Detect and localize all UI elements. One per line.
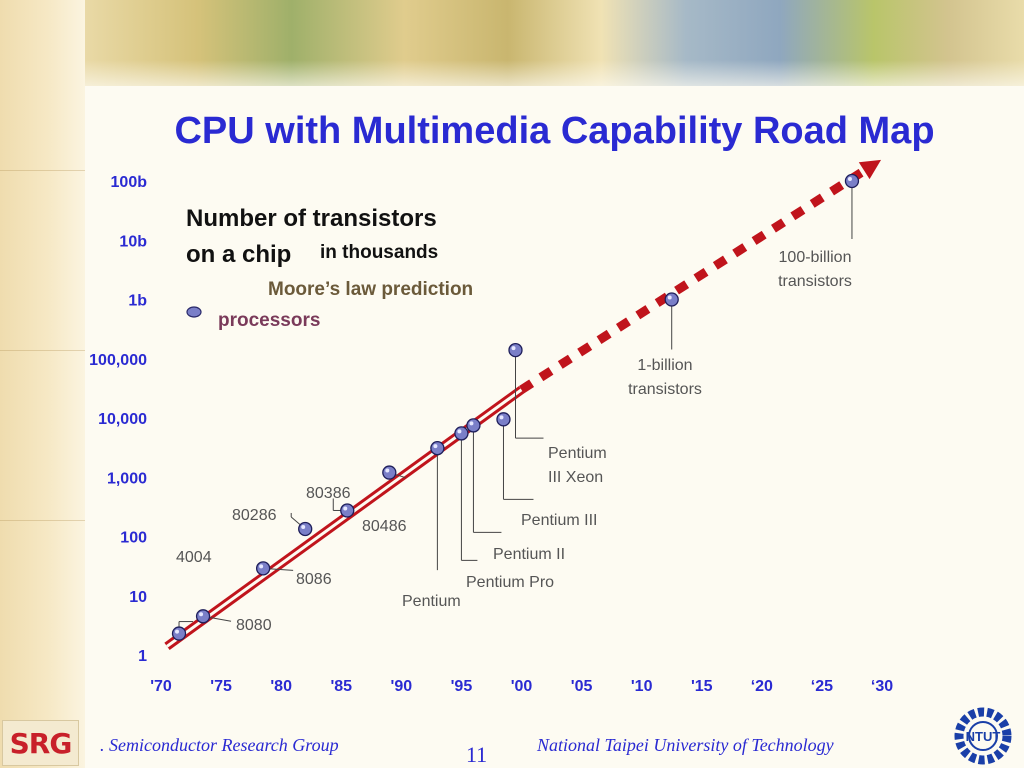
y-axis-tick-labels: 1 10 100 1,000 10,000 100,000 1b 10b 100b	[89, 174, 147, 665]
legend-processors-label: processors	[218, 310, 320, 331]
x-tick-label: '70	[150, 678, 172, 695]
ntut-logo-text: NTUT	[966, 729, 1001, 744]
trend-arrowhead	[858, 159, 882, 180]
x-tick-label: '15	[691, 678, 713, 695]
y-tick-label: 1	[138, 648, 147, 665]
data-point-pentium-ii	[466, 418, 481, 433]
x-tick-label: '85	[330, 678, 352, 695]
point-label-line: transistors	[628, 381, 702, 398]
y-tick-label: 100b	[111, 174, 148, 191]
srg-logo-text: SRG	[9, 726, 73, 760]
data-point-highlight	[667, 295, 672, 300]
data-point-highlight	[499, 415, 504, 420]
y-tick-label: 100	[120, 530, 147, 547]
point-label-line: Pentium	[548, 445, 607, 462]
data-point-highlight	[457, 429, 462, 434]
y-tick-label: 100,000	[89, 352, 147, 369]
y-tick-label: 1,000	[107, 470, 147, 487]
data-point-pentium-iii-xeon	[508, 342, 523, 358]
data-point-highlight	[259, 564, 264, 569]
data-point-highlight	[433, 444, 438, 449]
x-axis-tick-labels: '70 '75 '80 '85 '90 '95 '00 '05 '10 '15 ‘20 ‘25 ‘30	[150, 678, 893, 695]
data-point-80386	[340, 503, 355, 518]
x-tick-label: '10	[631, 678, 653, 695]
point-label-line: 100-billion	[779, 249, 852, 266]
data-point-highlight	[385, 468, 390, 473]
legend-heading-line2: on a chip	[186, 241, 291, 268]
legend-unit: in thousands	[320, 242, 438, 263]
point-label-4004: 4004	[176, 549, 212, 566]
data-point-1-billion-transistors	[664, 292, 679, 307]
point-label-1-billion-transistors: 1-billion transistors	[628, 357, 702, 398]
legend: Number of transistors on a chip in thous…	[186, 205, 473, 331]
point-label-80386: 80386	[306, 485, 351, 502]
x-tick-label: ‘25	[811, 678, 833, 695]
x-tick-label: '75	[210, 678, 232, 695]
x-tick-label: '00	[511, 678, 533, 695]
legend-processor-marker	[186, 306, 202, 318]
y-tick-label: 10,000	[98, 411, 147, 428]
data-point-8086	[255, 561, 271, 576]
x-tick-label: '05	[571, 678, 593, 695]
point-label-pentium-ii: Pentium II	[493, 546, 565, 563]
point-label-80286: 80286	[232, 507, 277, 524]
point-labels: 400480808086802868038680486PentiumPentiu…	[176, 249, 852, 634]
data-point-pentium-pro	[454, 426, 469, 441]
data-point-pentium	[430, 440, 445, 456]
page-number: 11	[466, 742, 488, 767]
ntut-logo: NTUT	[954, 707, 1012, 765]
annotation-leader-lines	[178, 181, 853, 634]
legend-prediction-label: Moore’s law prediction	[268, 279, 473, 300]
point-label-pentium: Pentium	[402, 593, 461, 610]
banner-fade	[85, 60, 1024, 100]
x-tick-label: '95	[451, 678, 473, 695]
footer-university-name: National Taipei University of Technology	[537, 735, 834, 755]
data-point-8080	[195, 609, 211, 624]
point-label-8086: 8086	[296, 571, 332, 588]
point-label-line: transistors	[778, 273, 852, 290]
data-point-highlight	[199, 612, 204, 617]
left-decorative-strip	[0, 0, 85, 768]
data-point-highlight	[847, 177, 852, 181]
point-label-line: 1-billion	[637, 357, 692, 374]
x-tick-label: ‘20	[751, 678, 773, 695]
footer-group-name: . Semiconductor Research Group	[100, 735, 339, 755]
point-label-8080: 8080	[236, 617, 272, 634]
point-label-pentium-iii: Pentium III	[521, 512, 597, 529]
point-label-100-billion-transistors: 100-billion transistors	[778, 249, 852, 290]
data-point-100-billion-transistors	[844, 173, 860, 189]
data-point-highlight	[511, 346, 516, 351]
data-point-highlight	[175, 629, 180, 634]
legend-heading-line1: Number of transistors	[186, 205, 437, 232]
y-tick-label: 10b	[119, 233, 147, 250]
data-point-80486	[382, 465, 397, 480]
data-point-80286	[298, 521, 313, 537]
point-label-line: III Xeon	[548, 469, 603, 486]
data-point-highlight	[343, 506, 348, 511]
slide-title: CPU with Multimedia Capability Road Map	[174, 110, 935, 152]
data-point-highlight	[301, 524, 306, 529]
data-point-pentium-iii	[496, 412, 511, 427]
x-tick-label: ‘30	[871, 678, 893, 695]
data-points	[171, 173, 860, 641]
y-tick-label: 10	[129, 589, 147, 606]
point-label-80486: 80486	[362, 518, 407, 535]
data-point-highlight	[469, 421, 474, 426]
point-label-pentium-iii-xeon: Pentium III Xeon	[548, 445, 607, 486]
point-label-pentium-pro: Pentium Pro	[466, 574, 554, 591]
x-tick-label: '90	[391, 678, 413, 695]
srg-logo: SRG	[2, 720, 79, 766]
y-tick-label: 1b	[128, 293, 147, 310]
data-point-4004	[171, 626, 187, 641]
x-tick-label: '80	[270, 678, 292, 695]
